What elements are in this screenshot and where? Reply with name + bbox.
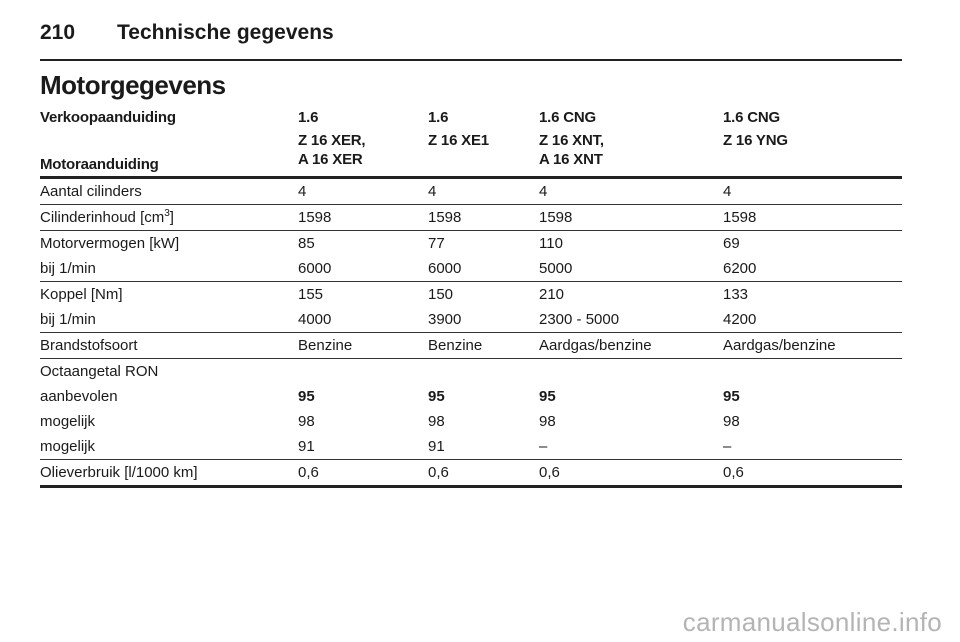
table-cell: 4	[298, 177, 428, 205]
row-label: mogelijk	[40, 434, 298, 460]
row-label: mogelijk	[40, 413, 96, 430]
table-cell: 95	[428, 388, 445, 405]
header-label: Motoraanduiding	[40, 131, 298, 179]
table-cell: Aardgas/benzine	[539, 332, 723, 359]
table-cell: 6000	[428, 256, 539, 282]
row-label: Aantal cilinders	[40, 177, 298, 205]
row-label: Koppel [Nm]	[40, 286, 123, 303]
table-row-octane-possible: mogelijk 91 91 – –	[40, 434, 902, 460]
table-row-octane: Octaangetal RON	[40, 359, 902, 385]
header-row-engine-code: Motoraanduiding Z 16 XER, A 16 XER Z 16 X…	[40, 131, 902, 179]
table-cell: Aardgas/benzine	[723, 332, 902, 359]
row-label: Brandstofsoort	[40, 332, 298, 359]
table-cell: 98	[539, 413, 556, 430]
page-header: 210 Technische gegevens	[40, 19, 334, 47]
table-cell: 1598	[428, 204, 539, 231]
page-number: 210	[40, 21, 76, 44]
table-cell: 4	[539, 177, 723, 205]
header-cell: 1.6	[428, 109, 449, 126]
table-row-torque-rpm: bij 1/min 4000 3900 2300 - 5000 4200	[40, 307, 902, 333]
header-cell: 1.6 CNG	[539, 109, 596, 126]
table-row-octane-recommended: aanbevolen 95 95 95 95	[40, 384, 902, 409]
table-cell: 1598	[298, 204, 428, 231]
table-cell: 91	[298, 434, 428, 460]
table-row-power-rpm: bij 1/min 6000 6000 5000 6200	[40, 256, 902, 282]
header-cell: 1.6	[298, 109, 319, 126]
table-row-torque: Koppel [Nm] 155 150 210 133	[40, 282, 902, 308]
table-cell: 69	[723, 235, 740, 252]
table-cell: 91	[428, 434, 539, 460]
table-cell: 4000	[298, 307, 428, 333]
table-cell: 133	[723, 286, 749, 303]
header-cell: Z 16 YNG	[723, 131, 902, 179]
table-cell: Benzine	[298, 332, 428, 359]
table-cell: 0,6	[428, 459, 539, 488]
table-cell: 6000	[298, 256, 428, 282]
table-cell: 0,6	[539, 459, 723, 488]
table-cell: 85	[298, 235, 315, 252]
section-title: Technische gegevens	[117, 21, 334, 44]
table-cell: 4200	[723, 307, 902, 333]
table-cell: 3900	[428, 307, 539, 333]
row-label: aanbevolen	[40, 388, 118, 405]
table-cell: 4	[723, 177, 902, 205]
row-label: Cilinderinhoud [cm3]	[40, 204, 298, 231]
table-cell: –	[723, 434, 902, 460]
table-cell: 95	[539, 388, 556, 405]
table-row-displacement: Cilinderinhoud [cm3] 1598 1598 1598 1598	[40, 204, 902, 231]
table-cell: 95	[298, 388, 315, 405]
table-cell: 95	[723, 388, 740, 405]
table-row-power: Motorvermogen [kW] 85 77 110 69	[40, 231, 902, 257]
header-cell: Z 16 XER, A 16 XER	[298, 131, 428, 179]
table-cell: 98	[428, 413, 445, 430]
table-cell: 4	[428, 177, 539, 205]
page-title: Motorgegevens	[40, 70, 226, 100]
table-cell: 5000	[539, 256, 723, 282]
row-label: bij 1/min	[40, 307, 298, 333]
table-cell: 110	[539, 235, 563, 252]
table-cell: 6200	[723, 256, 902, 282]
header-cell: Z 16 XE1	[428, 131, 539, 179]
row-label: Olieverbruik [l/1000 km]	[40, 459, 298, 488]
header-label: Verkoopaanduiding	[40, 109, 176, 126]
header-cell: Z 16 XNT, A 16 XNT	[539, 131, 723, 179]
table-cell: –	[539, 434, 723, 460]
header-row-sales-designation: Verkoopaanduiding 1.6 1.6 1.6 CNG 1.6 CN…	[40, 106, 902, 131]
table-cell: 98	[723, 413, 740, 430]
table-row-octane-possible: mogelijk 98 98 98 98	[40, 409, 902, 434]
header-divider	[40, 59, 902, 61]
table-cell: 210	[539, 286, 565, 303]
watermark: carmanualsonline.info	[682, 607, 942, 637]
table-cell: 77	[428, 235, 445, 252]
row-label: Octaangetal RON	[40, 363, 159, 380]
table-row-cylinders: Aantal cilinders 4 4 4 4	[40, 177, 902, 205]
table-cell: 150	[428, 286, 454, 303]
row-label: Motorvermogen [kW]	[40, 235, 180, 252]
table-row-oil-consumption: Olieverbruik [l/1000 km] 0,6 0,6 0,6 0,6	[40, 459, 902, 488]
table-cell: Benzine	[428, 332, 539, 359]
table-cell: 1598	[723, 204, 902, 231]
table-cell: 1598	[539, 204, 723, 231]
engine-data-table: Verkoopaanduiding 1.6 1.6 1.6 CNG 1.6 CN…	[40, 106, 902, 488]
table-row-fuel-type: Brandstofsoort Benzine Benzine Aardgas/b…	[40, 332, 902, 359]
table-cell: 0,6	[298, 459, 428, 488]
row-label: bij 1/min	[40, 256, 298, 282]
table-cell: 155	[298, 286, 324, 303]
table-cell: 2300 - 5000	[539, 307, 723, 333]
table-cell: 0,6	[723, 459, 902, 488]
header-cell: 1.6 CNG	[723, 109, 780, 126]
table-cell: 98	[298, 413, 315, 430]
